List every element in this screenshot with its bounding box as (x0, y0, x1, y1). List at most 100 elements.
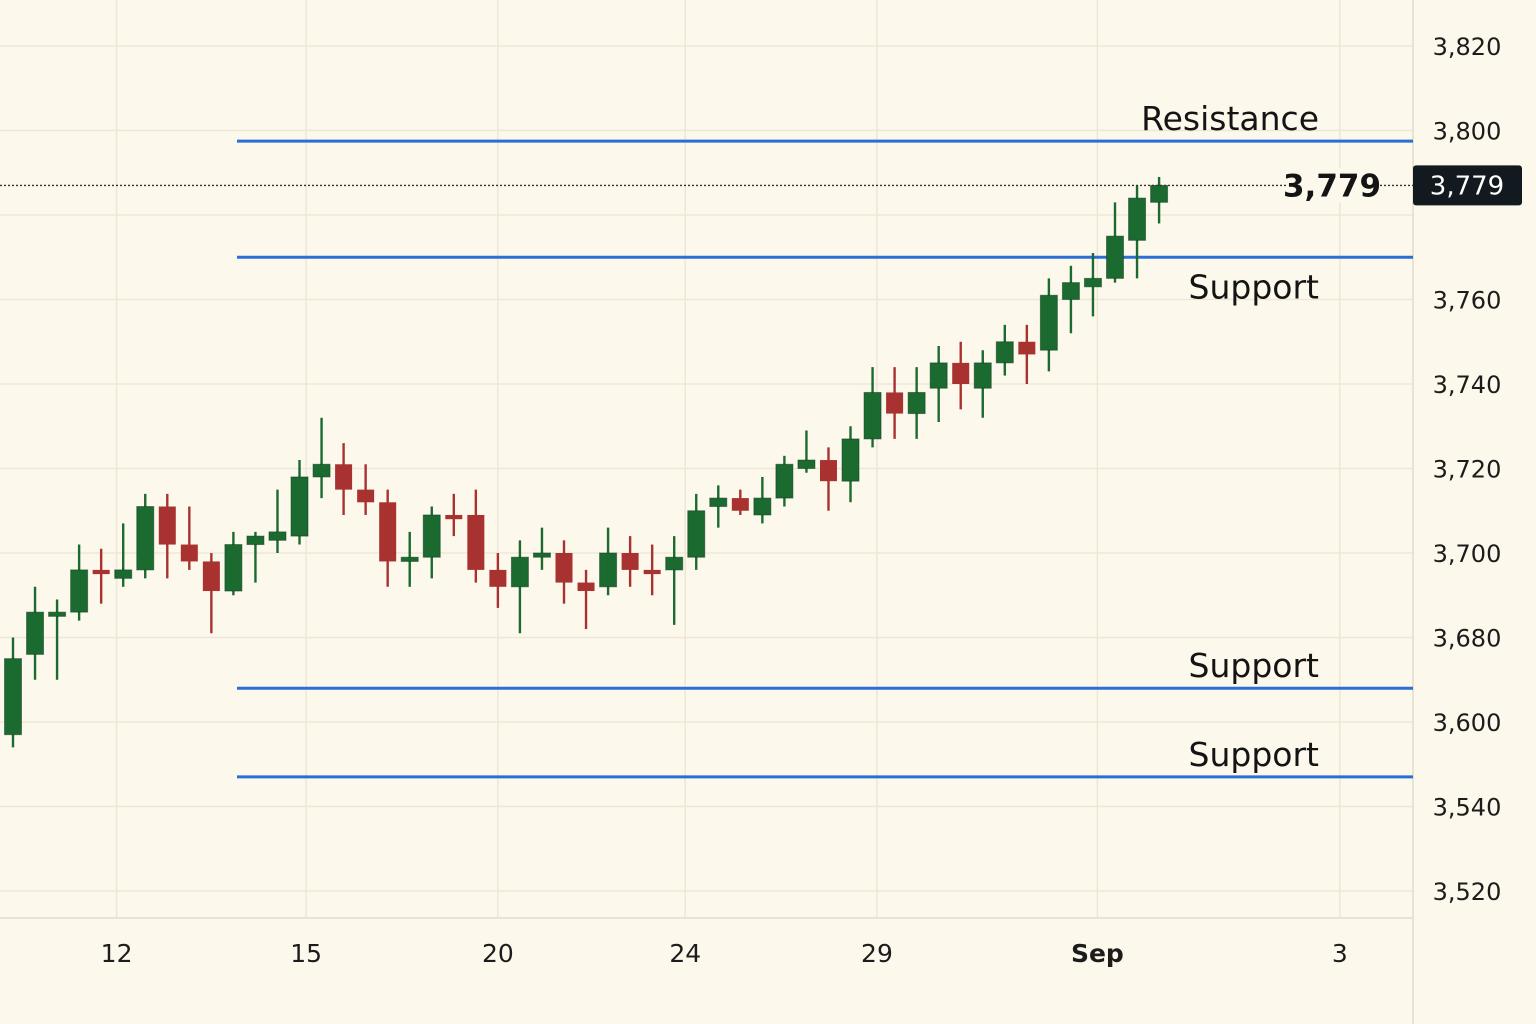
candle-down (158, 493, 176, 579)
candle-up (1083, 253, 1102, 317)
candle-body (731, 498, 749, 511)
y-tick-label: 3,800 (1433, 118, 1502, 146)
candle-body (863, 391, 882, 440)
candle-up (48, 599, 67, 680)
candle-down (643, 544, 661, 596)
y-tick-label: 3,820 (1433, 33, 1502, 61)
candle-body (202, 561, 220, 592)
x-tick-label: Sep (1071, 939, 1124, 968)
candle-up (400, 531, 419, 587)
candle-body (114, 569, 133, 579)
candle-up (665, 536, 684, 625)
x-tick-label: 29 (861, 939, 893, 968)
y-tick-label: 3,760 (1433, 287, 1502, 315)
candle-up (4, 637, 22, 748)
candle-body (687, 510, 706, 558)
candle-up (1150, 176, 1169, 224)
candle-body (48, 611, 67, 617)
price-badge (1413, 165, 1522, 206)
candle-body (929, 362, 948, 389)
candle-body (268, 531, 287, 541)
candle-body (841, 438, 860, 482)
candle-body (886, 392, 904, 414)
candle-up (973, 350, 992, 418)
candle-body (246, 535, 265, 546)
candle-down (621, 536, 639, 587)
candle-up (687, 493, 706, 570)
y-axis-ticks: 3,820 3,800 3,760 3,740 3,720 3,700 3,680 3,600… (1433, 33, 1502, 906)
x-tick-label: 3 (1332, 939, 1348, 968)
candle-body (952, 362, 970, 384)
candle-body (445, 514, 463, 520)
y-tick-label: 3,680 (1433, 625, 1502, 653)
candle-body (4, 658, 22, 736)
x-tick-label: 15 (290, 939, 322, 968)
candle-body (665, 556, 684, 571)
candle-up (136, 493, 155, 579)
x-axis-ticks: 12 15 20 24 29 Sep 3 (101, 939, 1348, 968)
level-label: Support (1189, 735, 1320, 774)
candle-body (907, 391, 926, 415)
candle-body (643, 569, 661, 575)
candle-body (973, 362, 992, 389)
candle-up (224, 531, 243, 596)
candle-body (599, 552, 618, 588)
candle-body (1039, 294, 1058, 351)
price-badge-text: 3,779 (1430, 171, 1504, 201)
candle-up (312, 417, 331, 499)
candle-down (445, 493, 463, 537)
candle-body (1061, 282, 1080, 301)
candle-body (379, 502, 397, 562)
candle-body (753, 497, 772, 516)
price-label-background (1288, 168, 1378, 203)
candle-body (1083, 277, 1102, 288)
candle-up (907, 367, 926, 439)
candle-up (1039, 278, 1058, 372)
candle-body (224, 544, 243, 592)
candle-body (92, 569, 110, 575)
candle-down (886, 367, 904, 439)
candle-down (731, 489, 749, 515)
candle-up (70, 544, 89, 621)
y-tick-label: 3,740 (1433, 371, 1502, 399)
candle-up (246, 531, 265, 583)
candle-down (489, 553, 507, 608)
candle-up (26, 586, 45, 680)
candle-body (1106, 235, 1124, 279)
y-tick-label: 3,520 (1433, 878, 1502, 906)
candle-down (952, 341, 970, 410)
candle-body (26, 611, 45, 655)
candle-up (709, 485, 728, 528)
candle-down (92, 548, 110, 604)
candle-body (1018, 341, 1036, 355)
candle-down (819, 447, 837, 511)
candle-up (1128, 185, 1147, 279)
candle-down (1018, 324, 1036, 384)
level-label: Support (1189, 646, 1320, 685)
candle-body (995, 341, 1014, 364)
candle-body (709, 497, 728, 508)
y-tick-label: 3,700 (1433, 540, 1502, 568)
candle-down (379, 489, 397, 587)
candle-body (158, 506, 176, 545)
candle-up (1106, 202, 1124, 283)
candle-body (312, 463, 331, 478)
level-label: Resistance (1141, 99, 1319, 138)
y-tick-label: 3,600 (1433, 709, 1502, 737)
candle-up (599, 527, 618, 596)
candle-body (136, 506, 155, 571)
candle-body (555, 553, 573, 583)
candle-up (532, 527, 551, 570)
candle-up (422, 506, 441, 579)
last-price-line: 3,779 3,779 (0, 165, 1522, 206)
candle-up (510, 540, 529, 634)
candles (4, 176, 1169, 748)
candle-body (400, 556, 419, 562)
candle-down (555, 540, 573, 604)
candle-down (180, 506, 198, 570)
candle-body (775, 463, 794, 499)
candle-body (819, 460, 837, 482)
candle-body (290, 476, 309, 537)
x-tick-label: 20 (482, 939, 514, 968)
